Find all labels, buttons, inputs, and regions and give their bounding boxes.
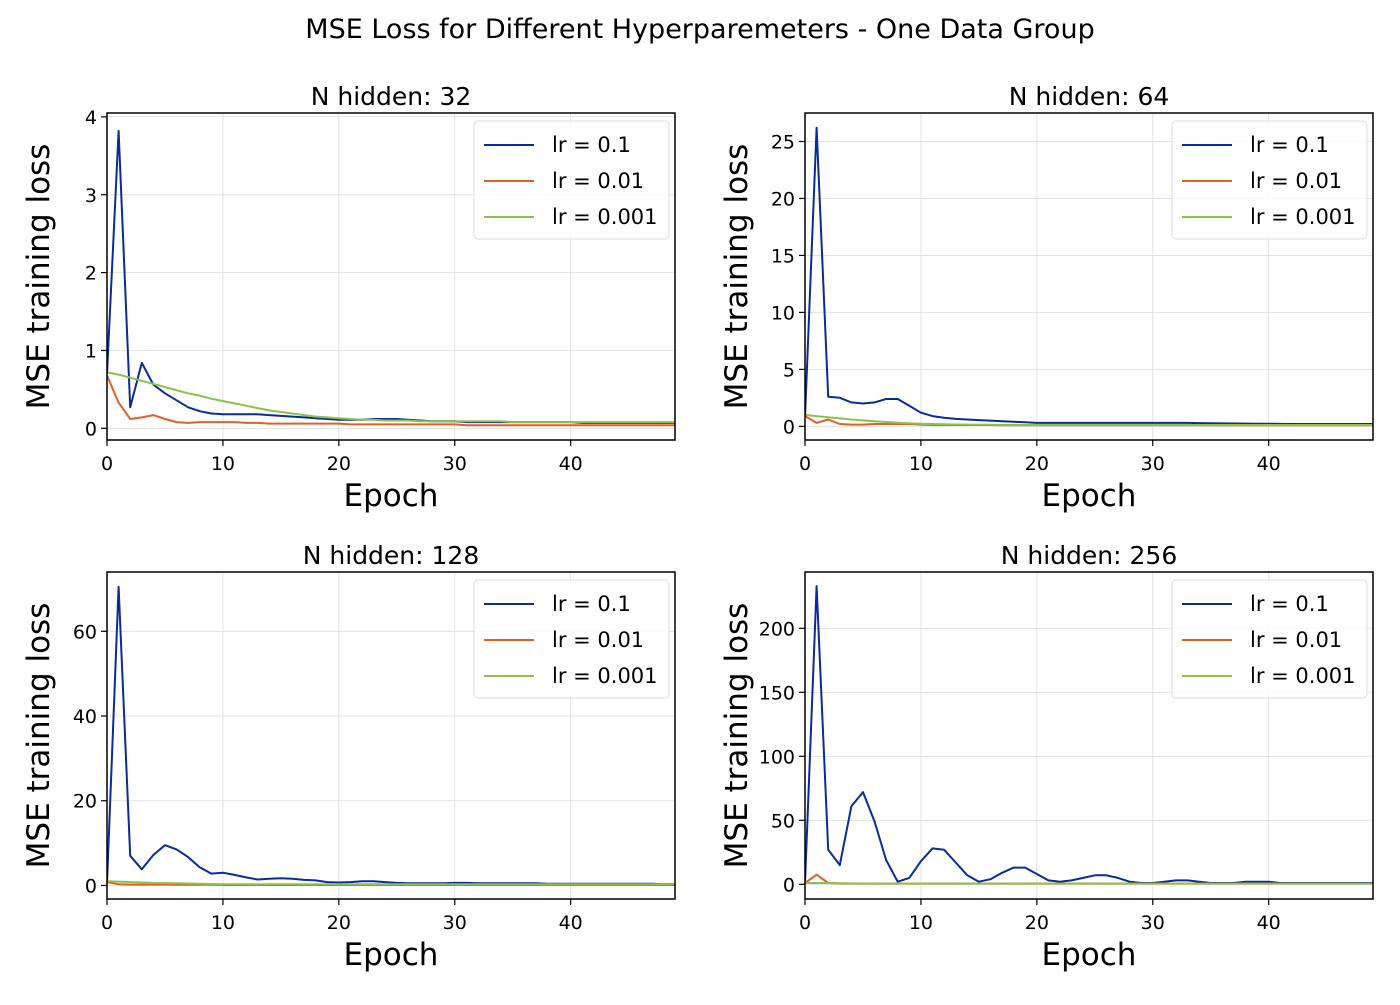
x-tick-label: 40 bbox=[559, 453, 583, 475]
y-tick-label: 0 bbox=[783, 416, 795, 438]
axes-frame bbox=[804, 112, 1374, 441]
x-tick-label: 10 bbox=[211, 453, 235, 475]
y-tick-label: 25 bbox=[771, 131, 795, 153]
x-tick-label: 0 bbox=[799, 453, 811, 475]
x-tick-label: 30 bbox=[1141, 912, 1165, 934]
legend-label-3: lr = 0.001 bbox=[1250, 664, 1356, 688]
legend-label-1: lr = 0.1 bbox=[1250, 133, 1329, 157]
x-tick-label: 20 bbox=[1025, 453, 1049, 475]
y-tick-label: 5 bbox=[783, 359, 795, 381]
series-line-3 bbox=[107, 371, 675, 424]
axes-frame bbox=[106, 112, 676, 441]
legend-box bbox=[1171, 579, 1368, 699]
y-tick-label: 1 bbox=[85, 340, 97, 362]
x-tick-label: 30 bbox=[1141, 453, 1165, 475]
legend-box bbox=[1171, 120, 1368, 240]
axes-frame bbox=[106, 571, 676, 900]
legend-label-2: lr = 0.01 bbox=[552, 628, 644, 652]
y-tick-label: 20 bbox=[73, 791, 97, 813]
legend-label-1: lr = 0.1 bbox=[1250, 592, 1329, 616]
y-tick-label: 60 bbox=[73, 621, 97, 643]
x-tick-label: 20 bbox=[327, 453, 351, 475]
y-axis-label: MSE training loss bbox=[21, 603, 57, 869]
series-line-3 bbox=[805, 882, 1373, 885]
y-axis-label: MSE training loss bbox=[21, 144, 57, 410]
subplot-2: 0 10 20 30 40 0 5 10 15 20 25 N hidden: 64 Epoch MSE … bbox=[719, 82, 1374, 514]
y-tick-label: 0 bbox=[85, 418, 97, 440]
y-tick-label: 3 bbox=[85, 185, 97, 207]
legend-label-3: lr = 0.001 bbox=[552, 205, 658, 229]
x-axis-label: Epoch bbox=[344, 478, 439, 514]
y-tick-label: 2 bbox=[85, 263, 97, 285]
series-line-3 bbox=[805, 413, 1373, 426]
y-tick-label: 100 bbox=[759, 746, 795, 768]
y-tick-label: 10 bbox=[771, 302, 795, 324]
x-tick-label: 20 bbox=[1025, 912, 1049, 934]
y-tick-label: 150 bbox=[759, 682, 795, 704]
series-line-2 bbox=[107, 375, 675, 427]
legend: lr = 0.1 lr = 0.01 lr = 0.001 bbox=[473, 579, 670, 699]
subplot-3: 0 10 20 30 40 0 20 40 60 N hidden: 128 Epoch MSE tr… bbox=[21, 541, 676, 973]
x-tick-label: 20 bbox=[327, 912, 351, 934]
subplot-1: 0 10 20 30 40 0 1 2 3 4 N hidden: 32 Epoch MSE train… bbox=[21, 82, 676, 514]
x-axis-label: Epoch bbox=[1042, 937, 1137, 973]
subplot-title: N hidden: 128 bbox=[303, 541, 480, 570]
x-tick-label: 40 bbox=[1257, 912, 1281, 934]
subplot-4: 0 10 20 30 40 0 50 100 150 200 N hidden: 256 Epoch M… bbox=[719, 541, 1374, 973]
x-axis-label: Epoch bbox=[1042, 478, 1137, 514]
y-tick-label: 40 bbox=[73, 706, 97, 728]
legend-label-3: lr = 0.001 bbox=[552, 664, 658, 688]
x-axis-label: Epoch bbox=[344, 937, 439, 973]
x-tick-label: 0 bbox=[799, 912, 811, 934]
x-tick-label: 40 bbox=[1257, 453, 1281, 475]
legend-label-2: lr = 0.01 bbox=[1250, 628, 1342, 652]
x-tick-label: 0 bbox=[101, 912, 113, 934]
y-axis-label: MSE training loss bbox=[719, 603, 755, 869]
x-tick-label: 10 bbox=[211, 912, 235, 934]
legend: lr = 0.1 lr = 0.01 lr = 0.001 bbox=[1171, 120, 1368, 240]
legend-label-1: lr = 0.1 bbox=[552, 133, 631, 157]
legend-label-2: lr = 0.01 bbox=[552, 169, 644, 193]
subplot-title: N hidden: 64 bbox=[1009, 82, 1170, 111]
y-tick-label: 4 bbox=[85, 107, 97, 129]
x-tick-label: 10 bbox=[909, 453, 933, 475]
series-line-3 bbox=[107, 880, 675, 886]
x-tick-label: 30 bbox=[443, 453, 467, 475]
y-tick-label: 200 bbox=[759, 618, 795, 640]
y-tick-label: 50 bbox=[771, 810, 795, 832]
figure-title: MSE Loss for Different Hyperparemeters -… bbox=[305, 14, 1095, 45]
x-tick-label: 30 bbox=[443, 912, 467, 934]
y-axis-label: MSE training loss bbox=[719, 144, 755, 410]
y-tick-label: 15 bbox=[771, 245, 795, 267]
y-tick-label: 0 bbox=[85, 875, 97, 897]
legend: lr = 0.1 lr = 0.01 lr = 0.001 bbox=[473, 120, 670, 240]
legend-box bbox=[473, 120, 670, 240]
legend-box bbox=[473, 579, 670, 699]
subplot-title: N hidden: 256 bbox=[1001, 541, 1178, 570]
subplot-title: N hidden: 32 bbox=[311, 82, 472, 111]
y-tick-label: 0 bbox=[783, 874, 795, 896]
series-line-1 bbox=[805, 126, 1373, 425]
x-tick-label: 0 bbox=[101, 453, 113, 475]
x-tick-label: 40 bbox=[559, 912, 583, 934]
x-tick-label: 10 bbox=[909, 912, 933, 934]
axes-frame bbox=[804, 571, 1374, 900]
legend: lr = 0.1 lr = 0.01 lr = 0.001 bbox=[1171, 579, 1368, 699]
legend-label-1: lr = 0.1 bbox=[552, 592, 631, 616]
y-tick-label: 20 bbox=[771, 188, 795, 210]
legend-label-3: lr = 0.001 bbox=[1250, 205, 1356, 229]
legend-label-2: lr = 0.01 bbox=[1250, 169, 1342, 193]
